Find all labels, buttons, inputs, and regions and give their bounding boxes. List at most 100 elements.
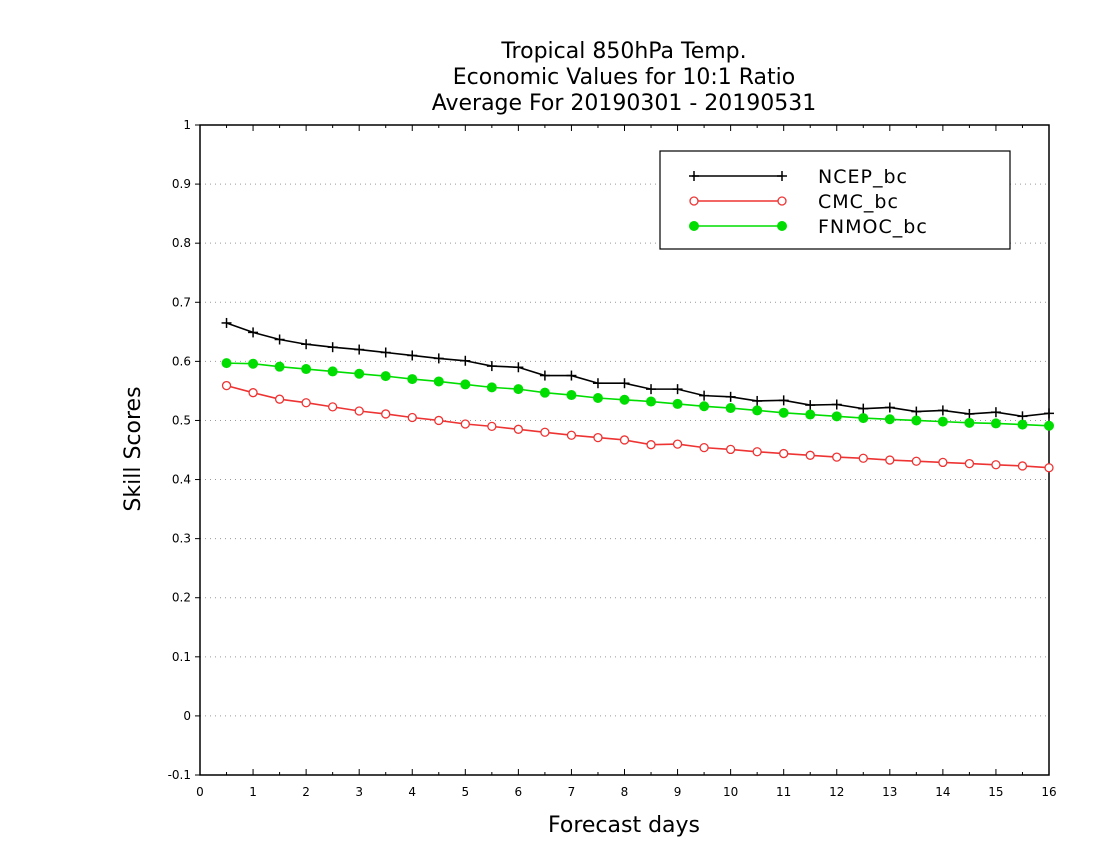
data-point [778,395,789,406]
x-tick-label: 15 [988,785,1003,799]
data-point [938,457,948,468]
data-point [274,334,285,345]
x-axis-label: Forecast days [548,813,700,838]
legend-item-fnmoc-bc: FNMOC_bc [689,216,928,238]
data-point [832,452,842,462]
data-point [274,394,285,404]
data-point [381,409,391,419]
chart-title: Tropical 850hPa Temp. Economic Values fo… [432,39,817,116]
y-tick-label: 0.4 [172,473,191,487]
data-point [460,355,471,366]
data-point [433,353,444,364]
data-point [619,435,630,445]
data-point [274,361,285,372]
data-point [592,378,603,389]
data-point [248,327,259,338]
series-fnmoc-bc [221,358,1054,431]
data-point [752,395,763,406]
data-point [699,442,709,453]
data-point [805,450,815,460]
data-point [407,412,417,423]
data-point [672,439,683,449]
data-point [805,400,816,411]
legend-box [659,150,1011,250]
chart-title-line-1: Tropical 850hPa Temp. [500,39,746,64]
data-point [752,447,762,457]
data-point [1017,461,1028,471]
data-point [779,448,789,459]
data-point [407,350,418,361]
data-point [831,411,842,422]
series-line [226,322,1050,418]
legend-marker [777,221,787,231]
plot-series [221,317,1054,473]
data-point [725,444,736,455]
data-point [486,382,497,393]
data-point [752,405,763,416]
data-point [487,421,497,432]
data-point [593,432,603,443]
data-point [248,358,259,369]
data-point [672,398,683,409]
data-point [911,415,922,426]
data-point [1044,463,1054,473]
data-point [937,416,948,427]
data-point [858,403,869,414]
series-ncep-bc [221,317,1054,422]
data-point [964,458,975,469]
data-point [672,384,683,395]
data-point [566,430,577,440]
y-tick-label: 0.2 [172,591,191,605]
x-tick-label: 14 [935,785,950,799]
data-point [354,368,365,379]
data-point [540,427,550,437]
chart-title-line-3: Average For 20190301 - 20190531 [432,91,817,116]
data-point [1044,420,1054,431]
legend-item-cmc-bc: CMC_bc [689,191,899,213]
y-tick-label: -0.1 [168,768,191,782]
data-point [221,380,232,391]
x-tick-label: 11 [776,785,791,799]
data-point [460,379,471,390]
series-cmc-bc [221,380,1054,473]
data-point [221,317,232,328]
data-point [380,371,391,382]
legend-label: CMC_bc [818,191,899,213]
x-tick-label: 6 [515,785,523,799]
y-axis-label: Skill Scores [121,386,146,511]
grid-lines [200,183,1049,717]
axes: -0.100.10.20.30.40.50.60.70.80.910 1 2 3 4 5 6… [168,118,1057,799]
legend-label: FNMOC_bc [818,216,928,238]
data-point [1044,408,1054,419]
y-tick-label: 0.3 [172,532,191,546]
x-tick-label: 12 [829,785,844,799]
data-point [884,402,895,413]
data-point [248,388,258,398]
data-point [964,417,975,428]
legend-marker [777,196,787,206]
data-point [619,394,630,405]
x-tick-label: 1 [249,785,257,799]
data-point [990,407,1001,418]
data-point [699,390,710,401]
x-tick-label: 7 [568,785,576,799]
legend-item-ncep-bc: NCEP_bc [689,166,908,188]
data-point [646,396,657,407]
data-point [699,401,710,412]
x-tick-label: 2 [302,785,310,799]
data-point [858,413,869,424]
data-point [1017,419,1028,430]
data-point [354,344,365,355]
data-point [301,339,312,350]
data-point [433,376,444,387]
data-point [460,419,470,429]
legend-label: NCEP_bc [818,166,908,188]
data-point [513,384,524,395]
data-point [566,370,577,381]
data-point [486,361,497,372]
series-line [226,362,1050,427]
data-point [991,460,1001,470]
data-point [884,414,895,425]
data-point [937,405,948,416]
